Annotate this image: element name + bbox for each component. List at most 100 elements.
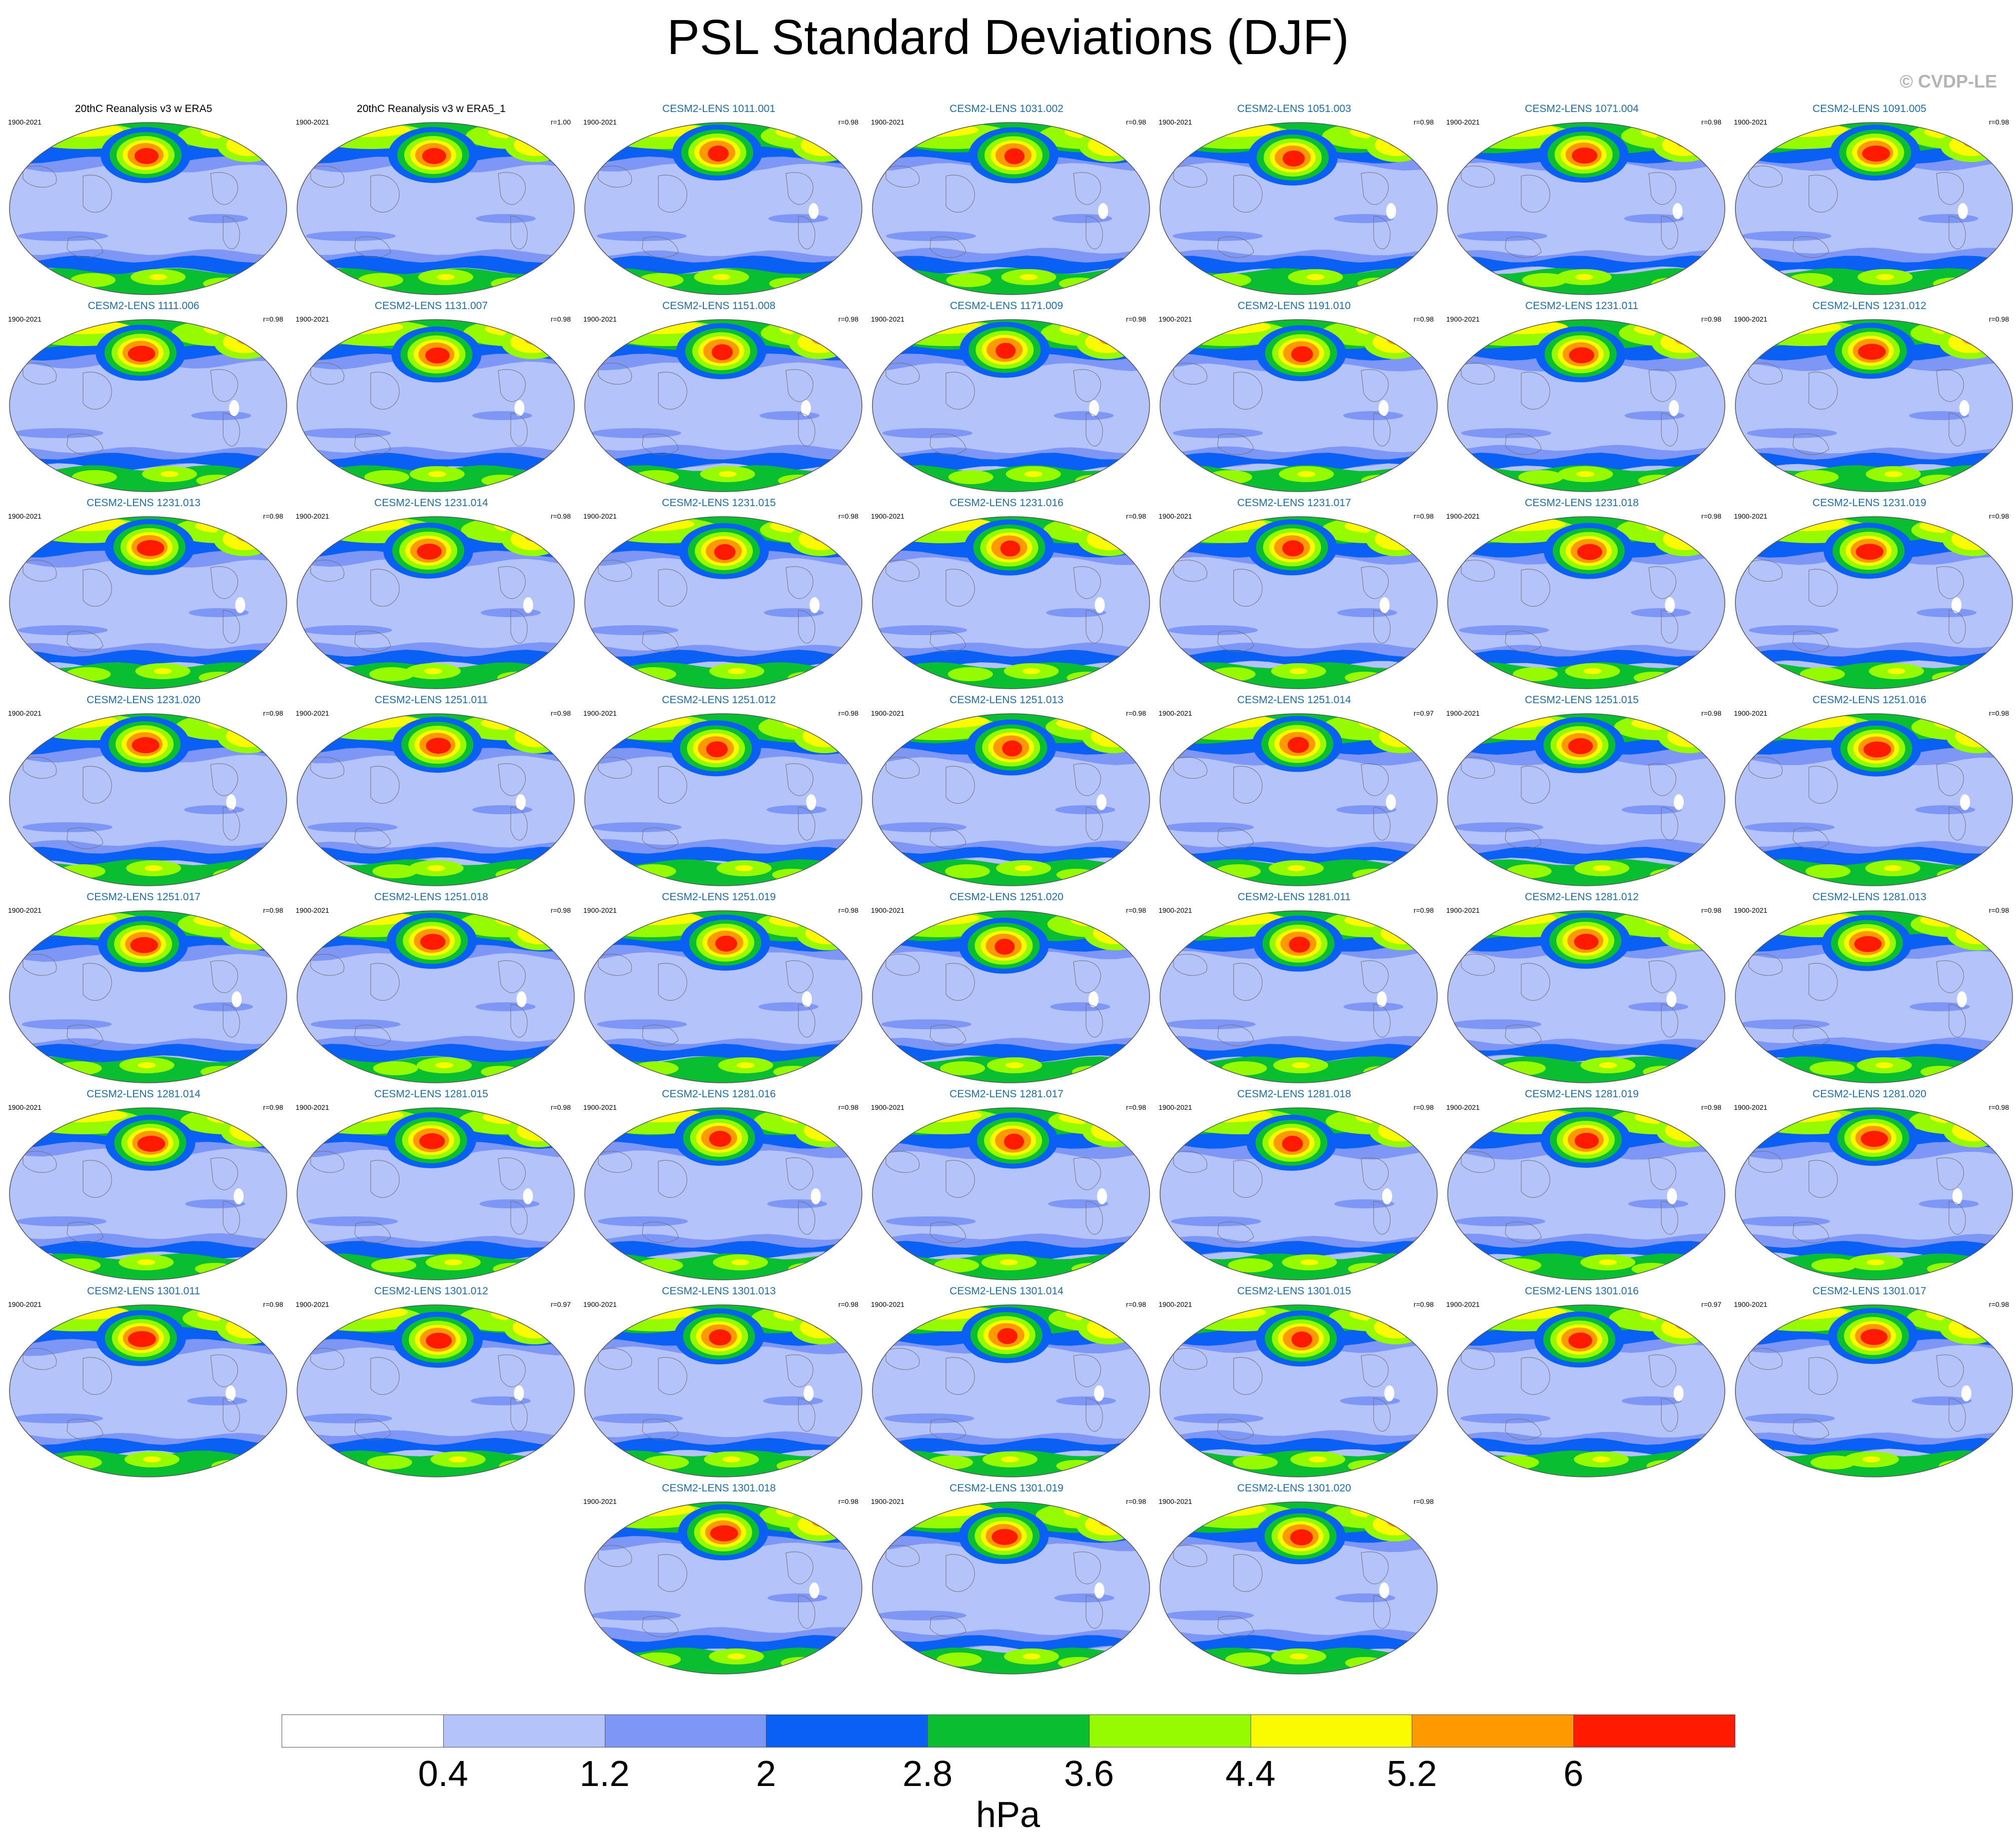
globe-outline	[297, 122, 575, 295]
coastline	[658, 1357, 687, 1395]
coastline	[1505, 630, 1542, 652]
tropical-min-patch	[1098, 203, 1109, 219]
coastline	[1373, 216, 1391, 250]
coastline	[1373, 1201, 1391, 1235]
atlantic-ring	[803, 1119, 848, 1141]
globe-outline	[1160, 1107, 1438, 1280]
map-panel: CESM2-LENS 1231.011 1900-2021 r=0.98	[1438, 300, 1725, 495]
coastline	[1173, 954, 1208, 976]
panel-period: 1900-2021	[871, 118, 904, 126]
coastline	[1461, 166, 1495, 188]
atlantic-core	[530, 1121, 557, 1133]
southern-high-patch	[200, 1066, 241, 1078]
coastline	[310, 1348, 345, 1370]
atlantic-ring	[514, 134, 558, 156]
tropical-patch	[13, 428, 104, 438]
coastline	[67, 1024, 104, 1046]
southern-peak-patch	[1309, 1456, 1327, 1462]
antarctic-band	[1160, 1647, 1437, 1674]
aleutian-core	[1577, 544, 1602, 560]
tropical-patch	[189, 608, 249, 617]
atlantic-core	[1682, 924, 1708, 936]
colorbar-swatch	[1250, 1714, 1413, 1747]
panel-title: CESM2-LENS 1281.013	[1812, 891, 1926, 903]
coastline	[642, 1221, 679, 1243]
atlantic-ring	[1093, 922, 1137, 944]
coastline	[642, 1615, 679, 1637]
tropical-min-patch	[806, 794, 816, 810]
arctic-peak-patch	[1191, 911, 1281, 925]
tropical-patch	[188, 214, 248, 223]
coastline	[1748, 560, 1783, 582]
coastline	[1086, 1595, 1103, 1629]
atlantic-core	[528, 727, 555, 739]
southern-high-patch	[948, 470, 993, 484]
panel-title: CESM2-LENS 1281.017	[949, 1088, 1064, 1100]
southern-high-patch	[499, 1460, 539, 1472]
arctic-max-patch	[1374, 125, 1414, 135]
global-map	[297, 122, 575, 295]
coastline	[1948, 413, 1966, 447]
atlantic-ring	[516, 1119, 561, 1141]
coastline	[1936, 763, 1964, 796]
antarctic-band	[1160, 1450, 1437, 1477]
arctic-peak-patch	[201, 125, 261, 139]
antarctic-band	[1160, 1056, 1437, 1083]
tropical-patch	[1453, 822, 1544, 832]
tropical-patch	[1173, 231, 1263, 241]
coastline	[785, 1354, 813, 1387]
panel-title: CESM2-LENS 1301.013	[662, 1285, 776, 1297]
tropical-patch	[1336, 805, 1397, 814]
coastline	[1233, 175, 1263, 213]
southern-high-patch	[644, 1455, 689, 1469]
atlantic-ring	[510, 331, 554, 353]
arctic-max-patch	[223, 125, 263, 135]
aleutian-core	[1287, 737, 1309, 753]
tropical-min-patch	[226, 1385, 236, 1401]
tropical-patch	[191, 411, 252, 420]
map-panel: CESM2-LENS 1301.019 1900-2021 r=0.98	[863, 1482, 1150, 1677]
aleutian-core	[710, 1525, 738, 1541]
antarctic-band	[1735, 859, 2012, 886]
panel-title: CESM2-LENS 1251.016	[1812, 694, 1926, 706]
map-panel: CESM2-LENS 1231.013 1900-2021 r=0.98	[0, 497, 287, 692]
tropical-min-patch	[232, 991, 242, 1007]
atlantic-core	[1679, 1121, 1705, 1133]
southern-peak-patch	[1593, 865, 1611, 871]
antarctic-band	[872, 1253, 1150, 1280]
panel-title: CESM2-LENS 1231.018	[1525, 497, 1639, 509]
southern-high-patch	[780, 1657, 821, 1669]
coastline	[1086, 216, 1103, 250]
global-map	[1735, 516, 2013, 689]
southern-high-patch	[1228, 1258, 1273, 1272]
coastline	[1373, 413, 1391, 447]
arctic-peak-patch	[776, 1504, 836, 1518]
colorbar-tick-label: 3.6	[1064, 1754, 1114, 1794]
globe-outline	[9, 713, 287, 886]
coastline	[1361, 763, 1389, 796]
panel-title: CESM2-LENS 1011.001	[662, 103, 776, 115]
coastline	[1073, 1157, 1101, 1190]
panel-period: 1900-2021	[8, 709, 42, 717]
panel-title: CESM2-LENS 1091.005	[1812, 103, 1926, 115]
map-panel: CESM2-LENS 1301.015 1900-2021 r=0.98	[1151, 1285, 1438, 1480]
aleutian-core	[137, 1135, 166, 1152]
aleutian-core	[1004, 148, 1025, 165]
atlantic-ring	[1378, 1119, 1422, 1141]
aleutian-core	[1568, 1332, 1592, 1349]
coastline	[1505, 1418, 1542, 1440]
atlantic-ring	[1955, 922, 2000, 944]
coastline	[510, 1398, 528, 1432]
southern-band	[1448, 1044, 1725, 1062]
southern-high-patch	[1233, 1455, 1278, 1469]
tropical-patch	[18, 625, 108, 635]
map-panel: CESM2-LENS 1231.015 1900-2021 r=0.98	[575, 497, 862, 692]
tropical-patch	[475, 1002, 536, 1011]
tropical-patch	[767, 1593, 828, 1602]
tropical-patch	[876, 822, 967, 832]
coastline	[23, 363, 57, 385]
southern-band	[872, 256, 1150, 274]
panel-period: 1900-2021	[1446, 315, 1480, 323]
globe-outline	[584, 516, 862, 689]
southern-high-patch	[1075, 475, 1116, 487]
